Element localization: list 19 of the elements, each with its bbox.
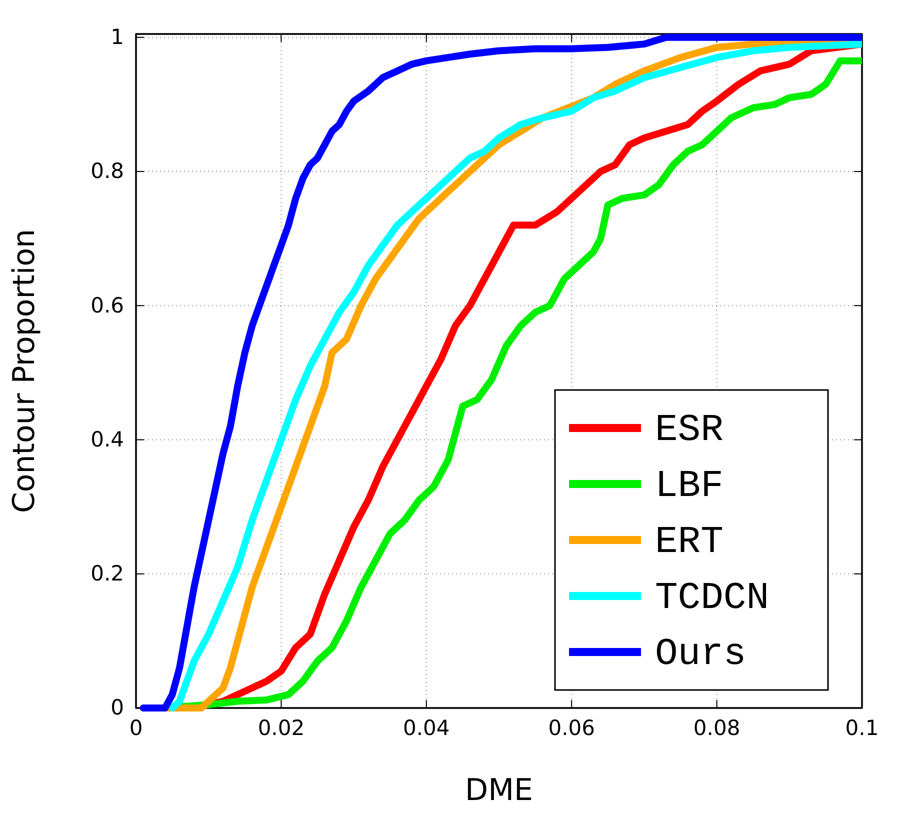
legend-label: ERT [655,521,724,564]
y-tick-label: 0.2 [90,562,124,586]
y-axis-title: Contour Proportion [7,228,42,514]
legend-label: Ours [655,633,746,676]
y-tick-label: 0.6 [90,293,124,318]
y-tick-label: 1 [110,25,124,50]
y-tick-label: 0.8 [90,159,124,184]
x-tick-label: 0.06 [548,716,595,740]
x-tick-label: 0 [129,716,143,740]
y-tick-label: 0.4 [90,427,124,452]
x-tick-label: 0.1 [845,716,879,740]
y-tick-label: 0 [110,696,124,720]
legend-label: LBF [655,465,724,508]
x-tick-label: 0.08 [693,716,740,740]
x-axis-title: DME [465,773,533,808]
legend-label: TCDCN [655,577,770,620]
x-tick-label: 0.04 [403,716,450,740]
legend-label: ESR [655,409,724,452]
x-tick-label: 0.02 [258,716,305,740]
